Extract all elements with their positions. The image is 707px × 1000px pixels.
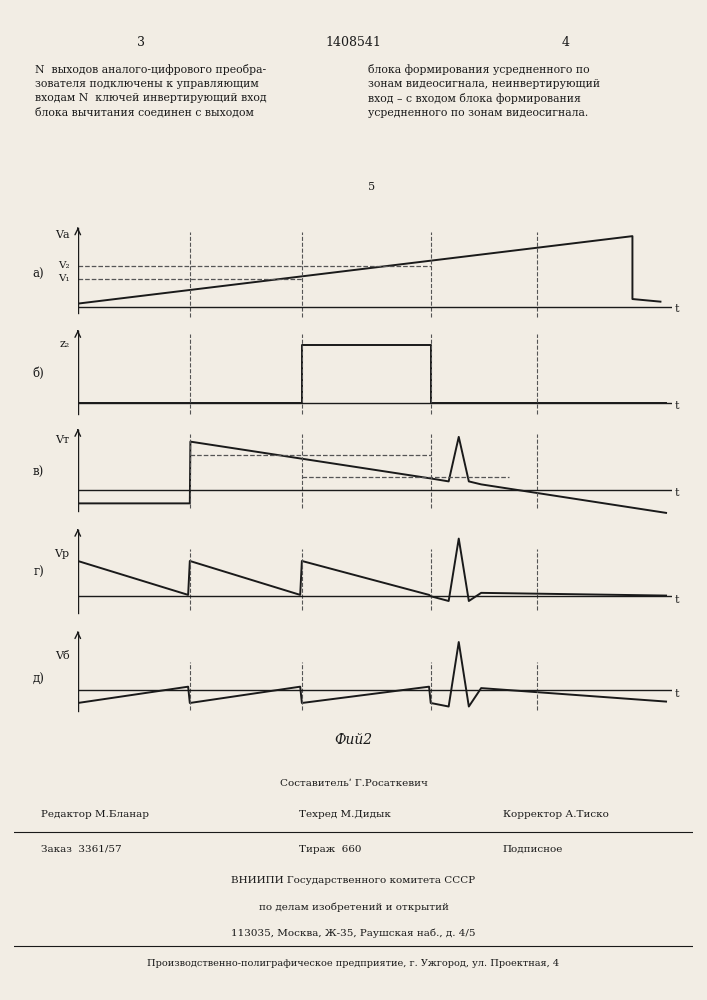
Text: V₂: V₂ [58, 261, 69, 270]
Text: ВНИИПИ Государственного комитета СССР: ВНИИПИ Государственного комитета СССР [231, 876, 476, 885]
Text: Тираж  660: Тираж 660 [299, 845, 362, 854]
Text: Редактор М.Бланар: Редактор М.Бланар [41, 810, 149, 819]
Text: Vа: Vа [54, 230, 69, 240]
Text: по делам изобретений и открытий: по делам изобретений и открытий [259, 902, 448, 912]
Text: 1408541: 1408541 [325, 36, 382, 49]
Text: Vт: Vт [55, 435, 69, 445]
Text: V₁: V₁ [58, 274, 69, 283]
Text: t: t [674, 401, 679, 411]
Text: г): г) [33, 566, 44, 579]
Text: z₂: z₂ [59, 339, 69, 349]
Text: 4: 4 [561, 36, 570, 49]
Text: в): в) [33, 466, 44, 479]
Text: t: t [674, 689, 679, 699]
Text: Vр: Vр [54, 549, 69, 559]
Text: t: t [674, 488, 679, 498]
Text: Составительʹ Г.Росаткевич: Составительʹ Г.Росаткевич [279, 779, 428, 788]
Text: 5: 5 [368, 182, 375, 192]
Text: t: t [674, 304, 679, 314]
Text: 3: 3 [137, 36, 146, 49]
Text: Фий2: Фий2 [334, 733, 373, 747]
Text: Заказ  3361/57: Заказ 3361/57 [41, 845, 122, 854]
Text: д): д) [33, 673, 44, 686]
Text: блока формирования усредненного по
зонам видеосигнала, неинвертирующий
вход – с : блока формирования усредненного по зонам… [368, 64, 600, 118]
Text: Корректор А.Тиско: Корректор А.Тиско [503, 810, 609, 819]
Text: а): а) [33, 268, 44, 281]
Text: Vб: Vб [54, 651, 69, 661]
Text: t: t [674, 595, 679, 605]
Text: б): б) [33, 367, 44, 380]
Text: 113035, Москва, Ж-35, Раушская наб., д. 4/5: 113035, Москва, Ж-35, Раушская наб., д. … [231, 928, 476, 938]
Text: Производственно-полиграфическое предприятие, г. Ужгород, ул. Проектная, 4: Производственно-полиграфическое предприя… [148, 959, 559, 968]
Text: Техред М.Дидык: Техред М.Дидык [299, 810, 391, 819]
Text: N  выходов аналого-цифрового преобра-
зователя подключены к управляющим
входам N: N выходов аналого-цифрового преобра- зов… [35, 64, 267, 118]
Text: Подписное: Подписное [503, 845, 563, 854]
